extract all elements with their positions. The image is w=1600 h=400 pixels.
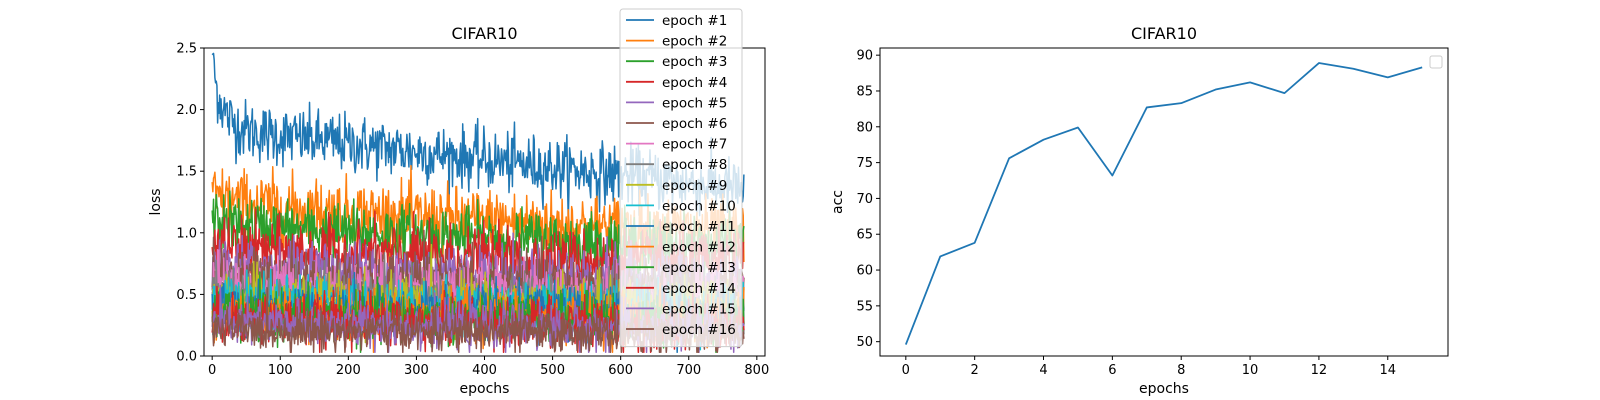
accuracy-y-tick-label: 90	[856, 49, 873, 64]
legend-label-7: epoch #7	[662, 137, 727, 153]
accuracy-legend-box	[1429, 55, 1443, 69]
legend-label-16: epoch #16	[662, 322, 736, 338]
accuracy-y-tick-label: 55	[856, 299, 873, 314]
loss-y-axis-label: loss	[148, 188, 164, 215]
loss-x-tick-label: 800	[744, 363, 769, 378]
accuracy-y-tick-label: 85	[856, 84, 873, 99]
legend-label-12: epoch #12	[662, 240, 736, 256]
accuracy-x-tick-label: 14	[1379, 363, 1396, 378]
accuracy-x-tick-label: 8	[1177, 363, 1185, 378]
loss-x-tick-label: 300	[404, 363, 429, 378]
accuracy-chart: CIFAR10 0 2 4 6 8 10 12 14 50 55 60 65 70 75 80 85 90 e…	[830, 24, 1449, 397]
accuracy-y-tick-label: 50	[856, 335, 873, 350]
loss-y-tick-label: 2.0	[176, 103, 197, 118]
loss-legend-box	[619, 8, 743, 348]
accuracy-y-ticks: 50 55 60 65 70 75 80 85 90	[856, 49, 880, 350]
legend-label-15: epoch #15	[662, 301, 736, 317]
loss-y-tick-label: 2.5	[176, 42, 197, 57]
loss-y-tick-label: 0.0	[176, 350, 197, 365]
accuracy-x-tick-label: 4	[1039, 363, 1047, 378]
loss-x-tick-label: 500	[540, 363, 565, 378]
loss-x-tick-label: 200	[336, 363, 361, 378]
legend-label-11: epoch #11	[662, 219, 736, 235]
loss-x-tick-label: 400	[472, 363, 497, 378]
loss-x-axis-label: epochs	[460, 381, 510, 397]
loss-x-tick-label: 100	[268, 363, 293, 378]
legend-label-6: epoch #6	[662, 116, 727, 132]
accuracy-series-line	[904, 62, 1423, 345]
accuracy-y-tick-label: 80	[856, 120, 873, 135]
accuracy-plot-area	[904, 62, 1423, 345]
loss-y-tick-label: 1.5	[176, 165, 197, 180]
loss-chart: CIFAR10 0 100 200 300 400 500 600 700 800 0.0 0.5…	[148, 8, 769, 397]
loss-legend: epoch #1 epoch #2 epoch #3 epoch #4 epoch #5…	[619, 8, 743, 348]
accuracy-x-tick-label: 6	[1108, 363, 1116, 378]
accuracy-x-tick-label: 12	[1311, 363, 1328, 378]
loss-x-tick-label: 700	[676, 363, 701, 378]
accuracy-y-tick-label: 70	[856, 192, 873, 207]
accuracy-chart-title: CIFAR10	[1131, 24, 1197, 43]
accuracy-x-ticks: 0 2 4 6 8 10 12 14	[902, 356, 1396, 378]
legend-label-10: epoch #10	[662, 198, 736, 214]
loss-x-tick-label: 0	[208, 363, 216, 378]
legend-label-3: epoch #3	[662, 54, 727, 70]
legend-label-14: epoch #14	[662, 281, 736, 297]
loss-y-tick-label: 1.0	[176, 226, 197, 241]
loss-x-ticks: 0 100 200 300 400 500 600 700 800	[208, 356, 769, 378]
loss-chart-title: CIFAR10	[451, 24, 517, 43]
legend-label-2: epoch #2	[662, 34, 727, 50]
accuracy-y-tick-label: 75	[856, 156, 873, 171]
legend-label-9: epoch #9	[662, 178, 727, 194]
legend-label-4: epoch #4	[662, 75, 727, 91]
legend-label-8: epoch #8	[662, 157, 727, 173]
loss-y-ticks: 0.0 0.5 1.0 1.5 2.0 2.5	[176, 42, 204, 365]
legend-label-13: epoch #13	[662, 260, 736, 276]
legend-label-1: epoch #1	[662, 13, 727, 29]
accuracy-x-tick-label: 10	[1242, 363, 1259, 378]
legend-label-5: epoch #5	[662, 95, 727, 111]
loss-x-tick-label: 600	[608, 363, 633, 378]
accuracy-y-axis-label: acc	[830, 190, 846, 214]
accuracy-y-tick-label: 65	[856, 228, 873, 243]
loss-y-tick-label: 0.5	[176, 288, 197, 303]
accuracy-y-tick-label: 60	[856, 264, 873, 279]
accuracy-x-tick-label: 0	[902, 363, 910, 378]
accuracy-x-axis-label: epochs	[1139, 381, 1189, 397]
accuracy-x-tick-label: 2	[971, 363, 979, 378]
accuracy-axes-frame	[879, 47, 1449, 357]
